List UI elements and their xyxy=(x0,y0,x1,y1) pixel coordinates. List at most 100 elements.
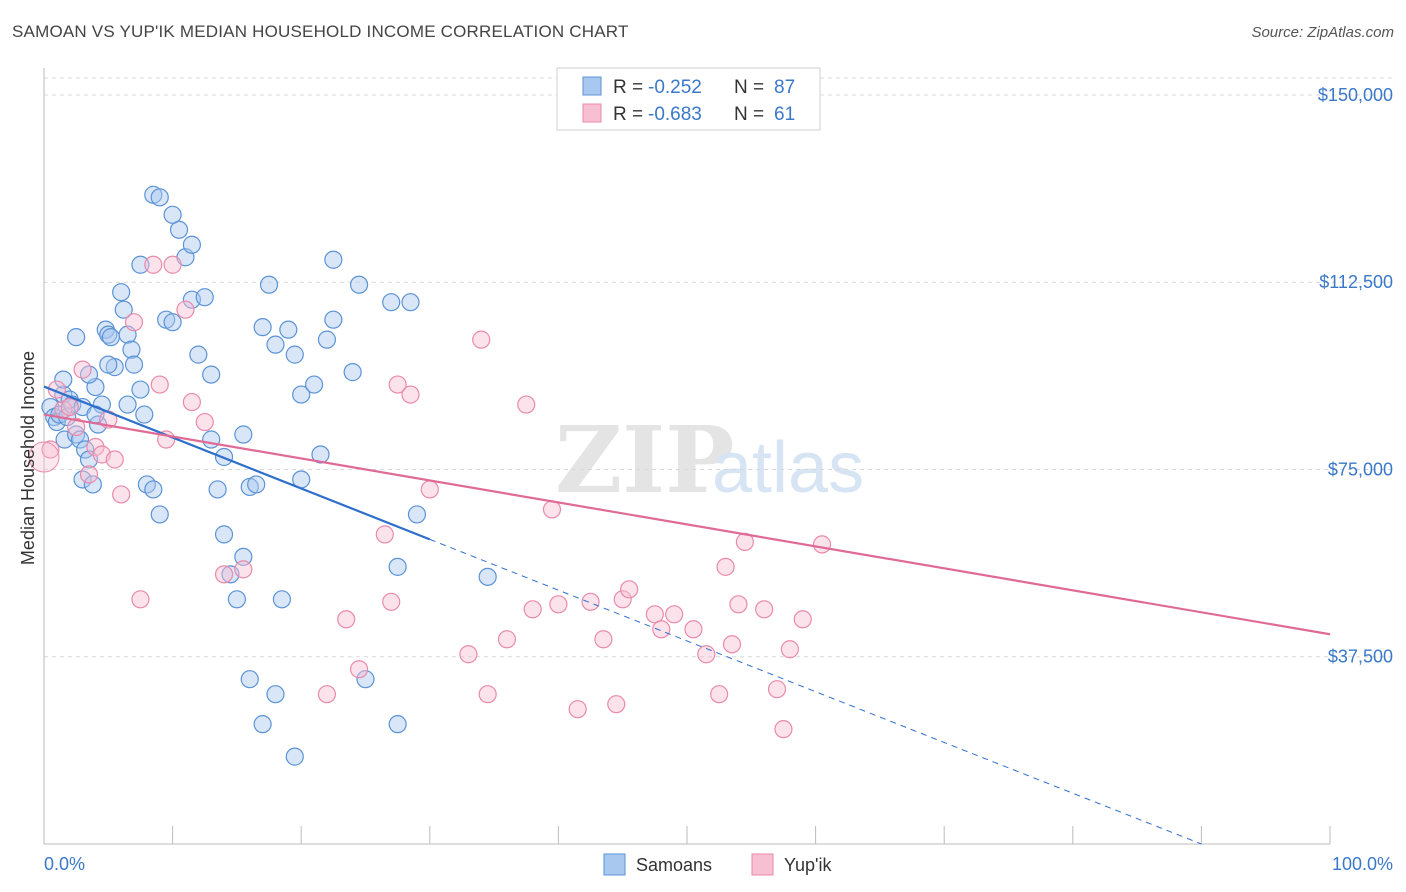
yupik-point xyxy=(67,417,86,437)
samoans-point xyxy=(343,363,362,382)
samoans-point xyxy=(388,715,407,734)
samoans-point xyxy=(144,480,163,499)
samoans-point xyxy=(356,670,375,689)
samoans-point xyxy=(317,330,337,349)
samoans-point xyxy=(189,345,208,364)
yupik-point xyxy=(755,600,774,619)
yupik-point xyxy=(401,385,420,404)
samoans-point xyxy=(285,747,304,766)
legend-r-value-2: -0.683 xyxy=(648,104,702,125)
samoans-point xyxy=(124,355,144,374)
samoans-point xyxy=(247,475,266,494)
chart-title: SAMOAN VS YUP'IK MEDIAN HOUSEHOLD INCOME… xyxy=(12,22,629,41)
samoans-point xyxy=(259,275,279,294)
yupik-point xyxy=(388,375,407,394)
yupik-point xyxy=(665,605,684,624)
legend-n-value-1: 87 xyxy=(774,77,795,98)
legend-swatch-yupik xyxy=(582,103,602,123)
yupik-point xyxy=(620,580,639,599)
samoans-point xyxy=(349,275,369,294)
yupik-point xyxy=(767,680,787,699)
samoans-point xyxy=(67,328,86,347)
yupik-point xyxy=(607,695,626,714)
y-axis-label: Median Household Income xyxy=(18,351,38,565)
yupik-point xyxy=(214,565,234,584)
samoans-point xyxy=(150,505,169,524)
samoans-point xyxy=(101,328,120,347)
samoans-point xyxy=(163,313,182,332)
samoans-point xyxy=(122,340,141,359)
yupik-point xyxy=(613,590,632,609)
samoans-point xyxy=(54,370,73,389)
yupik-point xyxy=(780,640,799,659)
bottom-legend-swatch-samoans xyxy=(603,853,626,876)
legend-swatch-samoans xyxy=(582,76,602,96)
yupik-point xyxy=(793,610,812,629)
yupik-point xyxy=(645,605,664,624)
y-tick-label: $75,000 xyxy=(1328,459,1393,479)
yupik-point xyxy=(497,630,517,649)
samoans-point xyxy=(272,590,292,609)
samoans-point xyxy=(292,385,311,404)
watermark-zip: ZIP xyxy=(555,406,734,514)
samoans-point xyxy=(150,188,169,207)
samoans-point xyxy=(382,293,401,312)
samoans-point xyxy=(114,300,133,319)
yupik-point xyxy=(472,330,491,349)
yupik-point xyxy=(652,620,671,639)
bottom-legend-samoans: Samoans xyxy=(636,855,712,875)
trend-lines xyxy=(43,385,1331,845)
yupik-point xyxy=(60,397,79,417)
yupik-point xyxy=(41,440,60,459)
axes xyxy=(43,68,1331,845)
y-tick-labels: $37,500 $75,000 $112,500 $150,000 xyxy=(1318,85,1393,667)
yupik-point xyxy=(234,560,253,579)
yupik-point xyxy=(420,480,439,499)
samoans-point xyxy=(202,365,221,384)
legend-r-value-1: -0.252 xyxy=(648,77,702,98)
samoans-point xyxy=(214,525,234,544)
legend-r-label-2: R = xyxy=(613,104,643,125)
yupik-point xyxy=(774,720,793,739)
samoans-point xyxy=(253,715,272,734)
yupik-point xyxy=(86,437,105,457)
y-tick-label: $37,500 xyxy=(1328,647,1393,667)
yupik-point xyxy=(517,395,536,414)
samoans-point xyxy=(401,293,420,312)
samoans-trend-extension xyxy=(429,538,1202,845)
watermark: ZIP atlas xyxy=(555,406,864,514)
yupik-point xyxy=(594,630,613,649)
yupik-point xyxy=(729,595,748,614)
samoans-point xyxy=(478,567,497,586)
samoans-point xyxy=(195,288,214,307)
samoans-point xyxy=(118,395,137,414)
samoans-point xyxy=(202,430,221,449)
yupik-point xyxy=(523,600,542,619)
x-tick-label-max: 100.0% xyxy=(1332,854,1393,874)
samoans-point xyxy=(279,320,298,339)
yupik-point xyxy=(112,485,131,504)
yupik-point xyxy=(144,255,163,274)
yupik-point xyxy=(382,592,401,611)
yupik-point xyxy=(478,685,497,704)
samoans-point xyxy=(182,235,201,254)
yupik-point xyxy=(176,300,195,319)
samoans-point xyxy=(234,425,253,444)
yupik-point xyxy=(105,450,124,469)
yupik-point xyxy=(163,255,182,274)
yupik-point xyxy=(549,595,568,614)
watermark-atlas: atlas xyxy=(712,428,864,508)
x-tick-label-min: 0.0% xyxy=(44,854,85,874)
samoans-point xyxy=(266,335,285,354)
samoans-point xyxy=(266,685,285,704)
samoans-point xyxy=(83,475,102,494)
yupik-point xyxy=(812,535,832,554)
yupik-point xyxy=(124,313,144,332)
yupik-point xyxy=(131,590,150,609)
samoans-point xyxy=(234,547,253,566)
legend-box: R = -0.252 N = 87 R = -0.683 N = 61 xyxy=(556,67,821,131)
y-tick-label: $112,500 xyxy=(1319,272,1393,292)
samoans-point xyxy=(99,355,118,374)
samoans-point xyxy=(99,325,118,344)
